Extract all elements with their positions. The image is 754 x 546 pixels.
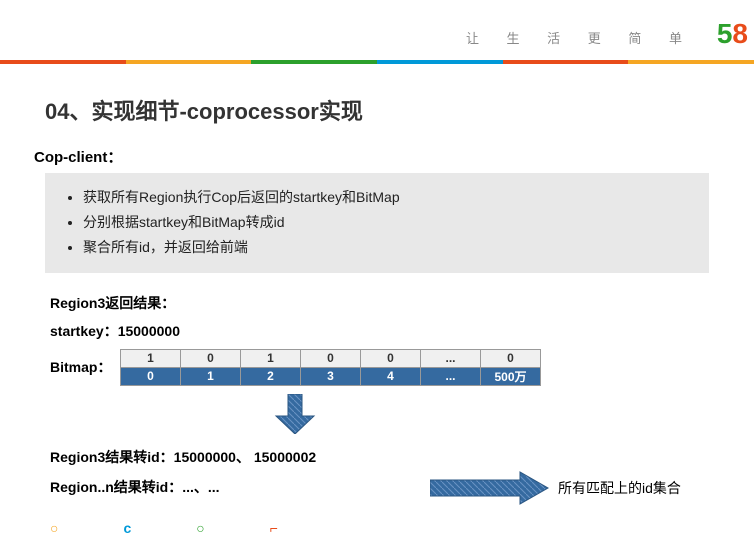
arrow-right-group: 所有匹配上的id集合	[430, 470, 681, 506]
bullet-item: 聚合所有id，并返回给前端	[83, 235, 691, 260]
slogan-text: 让 生 活 更 简 单	[466, 28, 694, 47]
bitmap-index-cell: ...	[421, 367, 481, 385]
bullet-item: 分别根据startkey和BitMap转成id	[83, 210, 691, 235]
bitmap-bit-cell: 0	[181, 349, 241, 367]
bitmap-bit-cell: 1	[241, 349, 301, 367]
slide-header: 让 生 活 更 简 单 58	[0, 0, 754, 60]
region3-id-result: Region3结果转id：15000000、 15000002	[50, 447, 754, 467]
bitmap-table: 10100...0 01234...500万	[120, 349, 541, 386]
bullet-box: 获取所有Region执行Cop后返回的startkey和BitMap分别根据st…	[45, 173, 709, 273]
bitmap-row: Bitmap： 10100...0 01234...500万	[50, 349, 754, 386]
header-color-bar	[0, 60, 754, 64]
bitmap-bit-cell: 1	[121, 349, 181, 367]
footer-dot: ○	[50, 520, 58, 536]
region3-result-section: Region3返回结果： startkey：15000000	[50, 293, 754, 341]
bullet-item: 获取所有Region执行Cop后返回的startkey和BitMap	[83, 185, 691, 210]
footer-dot: c	[123, 520, 131, 536]
region3-result-label: Region3返回结果：	[50, 293, 754, 313]
bitmap-index-cell: 4	[361, 367, 421, 385]
footer-dots: ○ c ○ ⌐	[50, 520, 278, 536]
logo-58: 58	[717, 18, 748, 50]
bitmap-index-cell: 500万	[481, 367, 541, 385]
footer-dot: ⌐	[270, 520, 278, 536]
bitmap-index-cell: 3	[301, 367, 361, 385]
slide-title: 04、实现细节-coprocessor实现	[45, 94, 754, 126]
footer-dot: ○	[196, 520, 204, 536]
bitmap-bit-cell: 0	[481, 349, 541, 367]
bitmap-bit-cell: ...	[421, 349, 481, 367]
logo-digit-5: 5	[717, 18, 733, 49]
bitmap-bit-cell: 0	[361, 349, 421, 367]
bitmap-bit-cell: 0	[301, 349, 361, 367]
cop-client-label: Cop-client：	[34, 146, 754, 167]
bitmap-label: Bitmap：	[50, 357, 120, 377]
bitmap-index-cell: 2	[241, 367, 301, 385]
final-set-label: 所有匹配上的id集合	[558, 478, 681, 498]
bitmap-index-cell: 1	[181, 367, 241, 385]
arrow-down-icon	[270, 394, 754, 439]
bitmap-index-cell: 0	[121, 367, 181, 385]
logo-digit-8: 8	[732, 18, 748, 49]
startkey-label: startkey：15000000	[50, 321, 754, 341]
arrow-right-icon	[430, 470, 550, 506]
